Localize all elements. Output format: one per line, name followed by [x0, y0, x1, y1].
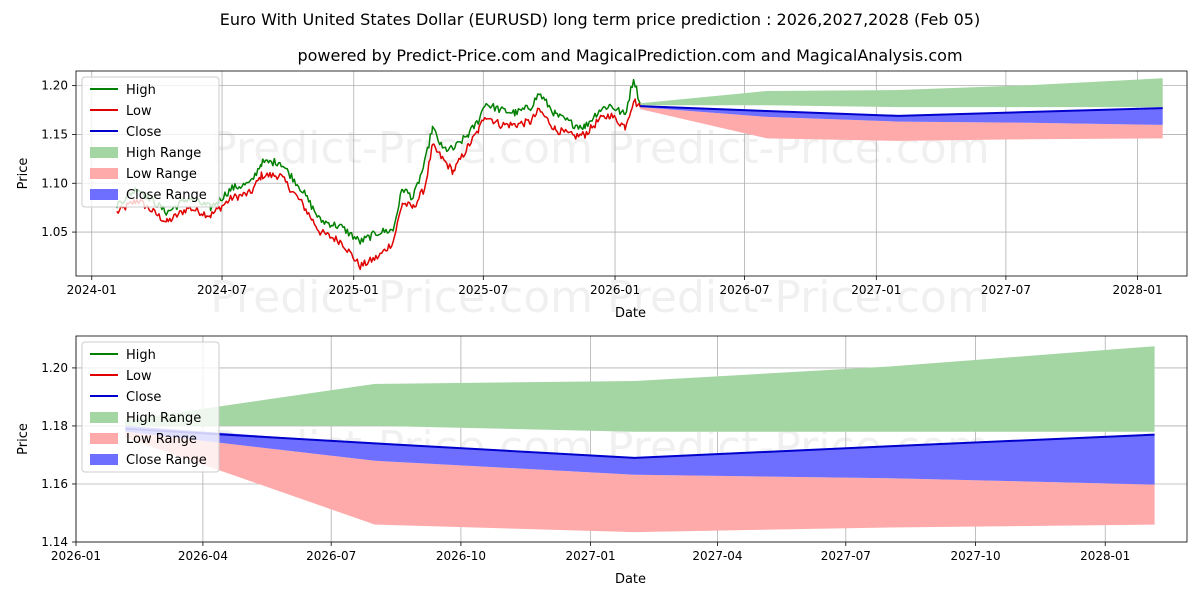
x-tick-label: 2027-07 [981, 283, 1031, 297]
low-range-band [640, 107, 1163, 141]
x-tick-label: 2025-07 [458, 283, 508, 297]
x-tick-label: 2027-04 [692, 549, 742, 563]
legend-label: Close [126, 125, 161, 140]
y-tick-label: 1.20 [41, 79, 68, 93]
chart-title: Euro With United States Dollar (EURUSD) … [220, 10, 980, 29]
y-tick-label: 1.10 [41, 176, 68, 190]
plot-frame [75, 335, 1188, 543]
x-tick-label: 2027-10 [950, 549, 1000, 563]
x-tick-label: 2024-01 [67, 283, 117, 297]
x-axis-label: Date [615, 572, 646, 587]
legend-patch-swatch [90, 168, 118, 179]
close-range-band [125, 425, 1155, 485]
legend-patch-swatch [90, 189, 118, 200]
legend-label: High [126, 348, 156, 363]
low-range-band [125, 431, 1155, 533]
legend-patch-swatch [90, 412, 118, 423]
legend-label: Low Range [126, 432, 197, 447]
x-tick-label: 2026-07 [720, 283, 770, 297]
legend-label: Close Range [126, 188, 207, 203]
watermark-text: Predict-Price.com Predict-Price.com [210, 272, 989, 323]
y-tick-label: 1.15 [41, 127, 68, 141]
high-range-band [125, 346, 1155, 432]
x-tick-label: 2026-10 [436, 549, 486, 563]
y-tick-label: 1.14 [41, 535, 68, 549]
x-tick-label: 2027-01 [851, 283, 901, 297]
x-tick-label: 2027-07 [821, 549, 871, 563]
y-tick-label: 1.05 [41, 225, 68, 239]
high-range-band [640, 78, 1163, 108]
low-history-line [116, 98, 641, 271]
plot-frame [75, 70, 1188, 277]
legend-label: Close [126, 390, 161, 405]
legend-label: Low [126, 369, 152, 384]
chart-subtitle: powered by Predict-Price.com and Magical… [297, 46, 962, 65]
legend-label: High Range [126, 146, 201, 161]
x-axis-label: Date [615, 306, 646, 321]
close-forecast-line [125, 427, 1155, 459]
x-tick-label: 2025-01 [329, 283, 379, 297]
x-tick-label: 2024-07 [197, 283, 247, 297]
x-tick-label: 2028-01 [1080, 549, 1130, 563]
close-range-band [640, 105, 1163, 125]
legend: High Low Close High Range Low Range Close Ran… [81, 341, 220, 473]
y-axis-label: Price [16, 158, 31, 190]
legend-patch-swatch [90, 433, 118, 444]
x-tick-label: 2027-01 [566, 549, 616, 563]
x-tick-label: 2028-01 [1113, 283, 1163, 297]
x-tick-label: 2026-01 [51, 549, 101, 563]
y-tick-label: 1.20 [41, 361, 68, 375]
x-tick-label: 2026-04 [178, 549, 228, 563]
legend: High Low Close High Range Low Range Close Ran… [81, 76, 220, 208]
legend-label: High Range [126, 411, 201, 426]
x-tick-label: 2026-01 [590, 283, 640, 297]
legend-label: Close Range [126, 453, 207, 468]
legend-patch-swatch [90, 454, 118, 465]
legend-label: High [126, 83, 156, 98]
y-tick-label: 1.16 [41, 477, 68, 491]
y-axis-label: Price [16, 423, 31, 455]
legend-label: Low Range [126, 167, 197, 182]
close-forecast-line [640, 105, 1163, 117]
y-tick-label: 1.18 [41, 419, 68, 433]
legend-patch-swatch [90, 147, 118, 158]
x-tick-label: 2026-07 [306, 549, 356, 563]
forecast-detail-chart-panel: Predict-Price.com Predict-Price.com2026-… [16, 335, 1188, 587]
long-term-chart-panel: Predict-Price.com Predict-Price.comPredi… [16, 70, 1188, 323]
legend-label: Low [126, 104, 152, 119]
